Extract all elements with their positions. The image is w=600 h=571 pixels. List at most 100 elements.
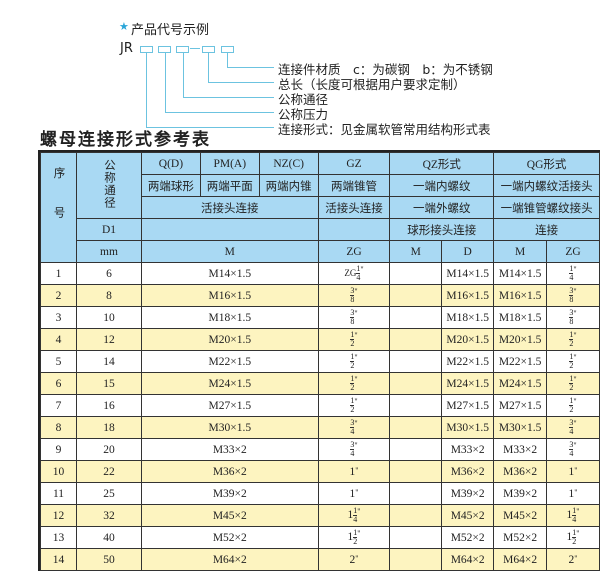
label-diameter: 公称通径 <box>278 92 329 107</box>
star-icon: ★ <box>119 20 129 33</box>
table-row: 13 40 M52×2 1 1 2 " M52×2 M52×2 1 1 2 " <box>40 526 600 549</box>
cell-dn: 6 <box>75 262 142 285</box>
header-qd: Q(D) <box>140 152 201 175</box>
cell-qg-zg: 1 4 " <box>546 262 600 285</box>
cell-zg: 1 2 " <box>317 328 391 351</box>
table-row: 8 18 M30×1.5 3 4 " M30×1.5 M30×1.5 3 4 " <box>40 416 600 439</box>
cell-no: 10 <box>40 460 77 483</box>
cell-qg-zg: 3 8 " <box>546 306 600 329</box>
cell-m: M33×2 <box>140 438 319 461</box>
cell-qg-zg: 1" <box>546 460 600 483</box>
cell-m: M30×1.5 <box>140 416 319 439</box>
cell-zg: 1" <box>317 482 391 505</box>
cell-m: M14×1.5 <box>140 262 319 285</box>
cell-m: M20×1.5 <box>140 328 319 351</box>
cell-dn: 50 <box>75 548 142 571</box>
cell-qz-m <box>389 416 443 439</box>
table-row: 4 12 M20×1.5 1 2 " M20×1.5 M20×1.5 1 2 " <box>40 328 600 351</box>
cell-zg: 2" <box>317 548 391 571</box>
cell-dn: 22 <box>75 460 142 483</box>
table-row: 1 6 M14×1.5 ZG 1 4 " M14×1.5 M14×1.5 1 4 " <box>40 262 600 285</box>
cell-qz-m <box>389 262 443 285</box>
table-row: 2 8 M16×1.5 3 8 " M16×1.5 M16×1.5 3 8 " <box>40 284 600 307</box>
cell-dn: 12 <box>75 328 142 351</box>
cell-dn: 32 <box>75 504 142 527</box>
label-material: 连接件材质 c：为碳钢 b：为不锈钢 <box>278 62 493 77</box>
cell-qz-d: M36×2 <box>441 460 495 483</box>
cell-qg-zg: 1 2 " <box>546 350 600 373</box>
header-d1: D1 <box>75 218 142 241</box>
cell-qg-m: M30×1.5 <box>493 416 548 439</box>
cell-qz-d: M33×2 <box>441 438 495 461</box>
header-m: M <box>140 240 319 263</box>
cell-m: M27×1.5 <box>140 394 319 417</box>
cell-no: 1 <box>40 262 77 285</box>
cell-qz-d: M18×1.5 <box>441 306 495 329</box>
cell-qz-d: M27×1.5 <box>441 394 495 417</box>
table-row: 5 14 M22×1.5 1 2 " M22×1.5 M22×1.5 1 2 " <box>40 350 600 373</box>
cell-qz-d: M24×1.5 <box>441 372 495 395</box>
cell-zg: 3 4 " <box>317 416 391 439</box>
header-nz: NZ(C) <box>258 152 319 175</box>
cell-qz-m <box>389 284 443 307</box>
cell-dn: 20 <box>75 438 142 461</box>
cell-qg-m: M14×1.5 <box>493 262 548 285</box>
cell-dn: 16 <box>75 394 142 417</box>
cell-qg-m: M36×2 <box>493 460 548 483</box>
cell-no: 2 <box>40 284 77 307</box>
header-qd-desc: 两端球形 <box>140 174 201 197</box>
cell-no: 12 <box>40 504 77 527</box>
table-row: 3 10 M18×1.5 3 8 " M18×1.5 M18×1.5 3 8 " <box>40 306 600 329</box>
cell-m: M64×2 <box>140 548 319 571</box>
table-row: 11 25 M39×2 1" M39×2 M39×2 1" <box>40 482 600 505</box>
header-gz: GZ <box>317 152 391 175</box>
cell-qz-d: M39×2 <box>441 482 495 505</box>
header-qg-desc3: 连接 <box>493 218 600 241</box>
cell-qg-m: M18×1.5 <box>493 306 548 329</box>
cell-zg: 1 2 " <box>317 394 391 417</box>
cell-qg-zg: 1 2 " <box>546 372 600 395</box>
cell-qg-m: M39×2 <box>493 482 548 505</box>
table-row: 9 20 M33×2 3 4 " M33×2 M33×2 3 4 " <box>40 438 600 461</box>
cell-qz-m <box>389 460 443 483</box>
cell-no: 7 <box>40 394 77 417</box>
header-gz-union: 活接头连接 <box>317 196 391 219</box>
header-qz-desc1: 一端内螺纹 <box>389 174 495 197</box>
cell-m: M36×2 <box>140 460 319 483</box>
cell-qz-m <box>389 372 443 395</box>
cell-qz-d: M30×1.5 <box>441 416 495 439</box>
cell-qg-m: M20×1.5 <box>493 328 548 351</box>
cell-no: 8 <box>40 416 77 439</box>
header-gz-desc: 两端锥管 <box>317 174 391 197</box>
header-qz: QZ形式 <box>389 152 495 175</box>
table-row: 10 22 M36×2 1" M36×2 M36×2 1" <box>40 460 600 483</box>
cell-qg-zg: 1 1 4 " <box>546 504 600 527</box>
header-qz-m: M <box>389 240 443 263</box>
cell-qg-m: M64×2 <box>493 548 548 571</box>
cell-zg: 1 1 4 " <box>317 504 391 527</box>
cell-qz-d: M22×1.5 <box>441 350 495 373</box>
cell-m: M39×2 <box>140 482 319 505</box>
header-blank <box>140 218 319 241</box>
cell-qz-m <box>389 482 443 505</box>
example-title: 产品代号示例 <box>131 23 210 38</box>
cell-qz-d: M45×2 <box>441 504 495 527</box>
cell-m: M24×1.5 <box>140 372 319 395</box>
cell-no: 9 <box>40 438 77 461</box>
header-qz-desc2: 一端外螺纹 <box>389 196 495 219</box>
cell-qg-zg: 1" <box>546 482 600 505</box>
cell-qg-m: M27×1.5 <box>493 394 548 417</box>
cell-zg: 3 4 " <box>317 438 391 461</box>
